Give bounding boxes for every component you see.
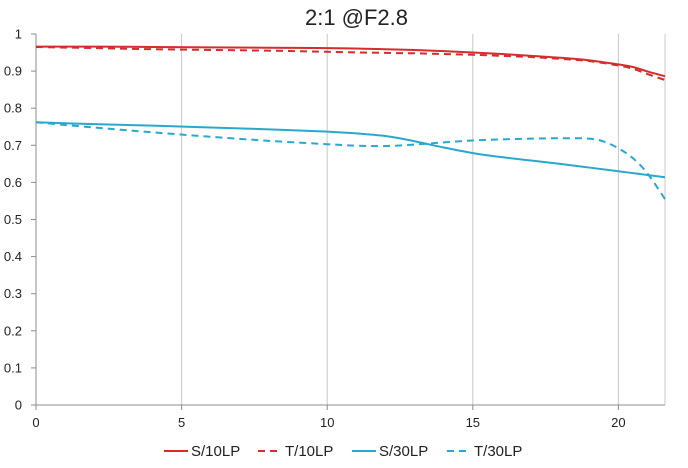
legend-label: S/30LP xyxy=(379,443,428,460)
series-line-s-10lp xyxy=(35,45,666,78)
legend-item-s-30lp: S/30LP xyxy=(352,443,428,460)
y-tick-label: 0.6 xyxy=(4,175,22,190)
grid-layer xyxy=(181,34,666,405)
legend-item-s-10lp: S/10LP xyxy=(164,443,240,460)
chart-title: 2:1 @F2.8 xyxy=(305,5,408,30)
y-tick-label: 0.4 xyxy=(4,249,22,264)
legend-item-t-30lp: T/30LP xyxy=(447,443,522,460)
y-tick-label: 0.8 xyxy=(4,101,22,116)
x-tick-label: 0 xyxy=(32,415,39,430)
legend-label: S/10LP xyxy=(191,443,240,460)
series-line-t-10lp xyxy=(35,45,666,81)
y-tick-label: 0 xyxy=(15,398,22,413)
y-tick-label: 0.3 xyxy=(4,286,22,301)
axis-layer: 00.10.20.30.40.50.60.70.80.910 5 10 15 20 xyxy=(4,27,665,430)
x-tick-label: 10 xyxy=(320,415,334,430)
series-line-t-30lp xyxy=(35,121,666,200)
y-tick-label: 0.7 xyxy=(4,138,22,153)
series-layer xyxy=(35,45,666,200)
y-tick-label: 1 xyxy=(15,27,22,42)
x-tick-label: 5 xyxy=(178,415,185,430)
legend-label: T/30LP xyxy=(474,443,522,460)
y-tick-label: 0.9 xyxy=(4,64,22,79)
x-tick-label: 20 xyxy=(611,415,625,430)
legend: S/10LP T/10LP S/30LP T/30LP xyxy=(164,443,522,460)
x-tick-label: 15 xyxy=(466,415,480,430)
y-tick-label: 0.1 xyxy=(4,360,22,375)
y-tick-label: 0.2 xyxy=(4,323,22,338)
legend-item-t-10lp: T/10LP xyxy=(258,443,333,460)
legend-label: T/10LP xyxy=(285,443,333,460)
y-tick-label: 0.5 xyxy=(4,212,22,227)
series-line-s-30lp xyxy=(35,121,666,179)
